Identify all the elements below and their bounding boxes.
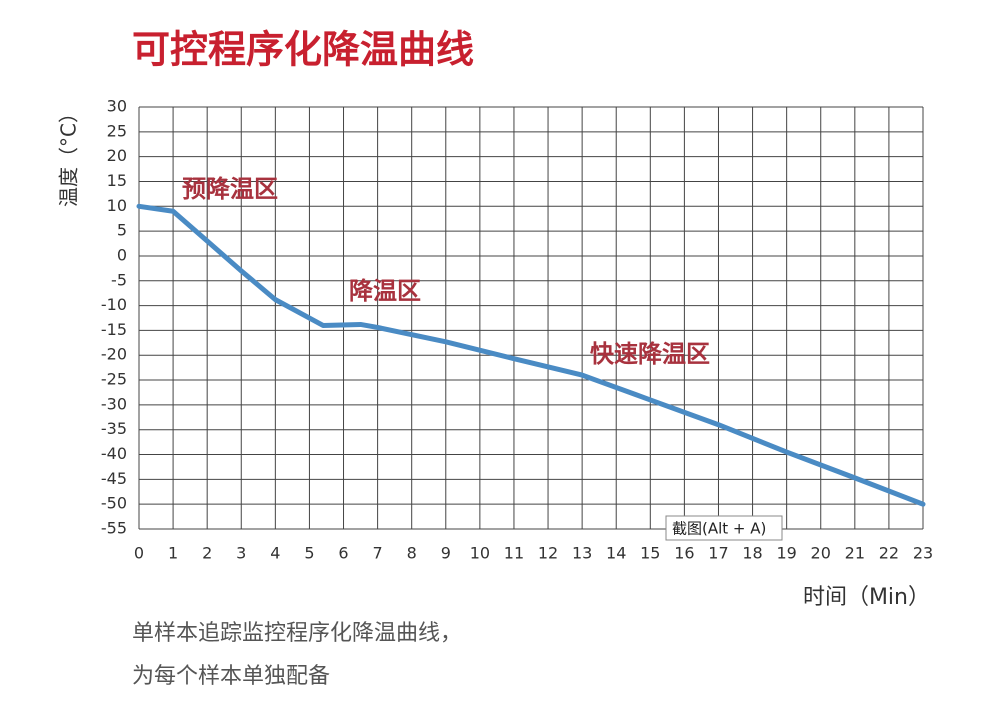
chart-title: 可控程序化降温曲线 — [132, 28, 474, 72]
x-tick-label: 11 — [504, 544, 524, 563]
x-tick-label: 21 — [845, 544, 865, 563]
annotation: 降温区 — [349, 277, 421, 305]
y-tick-label: -50 — [101, 494, 127, 513]
description-line: 为每个样本单独配备 — [132, 664, 330, 689]
x-tick-label: 15 — [640, 544, 660, 563]
y-tick-label: -45 — [101, 469, 127, 488]
tooltip-box — [665, 515, 783, 541]
line — [136, 203, 926, 507]
y-tick-label: 30 — [107, 97, 127, 116]
x-tick-label: 0 — [134, 544, 144, 563]
x-tick-label: 7 — [373, 544, 383, 563]
x-tick-label: 2 — [202, 544, 212, 563]
y-tick-label: -35 — [101, 419, 127, 438]
x-tick-label: 23 — [913, 544, 933, 563]
x-tick-label: 13 — [572, 544, 592, 563]
y-tick-label: 15 — [107, 171, 127, 190]
x-tick-label: 12 — [538, 544, 558, 563]
tooltip: 截图(Alt + A) — [672, 520, 766, 538]
y-tick-label: 0 — [117, 245, 127, 264]
description-line: 单样本追踪监控程序化降温曲线， — [132, 621, 462, 646]
y-tick-label: -30 — [101, 394, 127, 413]
x-tick-label: 19 — [776, 544, 796, 563]
x-tick-label: 17 — [708, 544, 728, 563]
x-tick-label: 8 — [407, 544, 417, 563]
x-tick-label: 9 — [441, 544, 451, 563]
x-tick-label: 1 — [168, 544, 178, 563]
y-tick-label: 5 — [117, 221, 127, 240]
y-tick-label: -10 — [101, 295, 127, 314]
x-tick-label: 14 — [606, 544, 626, 563]
annotation: 预降温区 — [182, 175, 278, 203]
y-tick-label: -15 — [101, 320, 127, 339]
y-tick-label: 25 — [107, 121, 127, 140]
y-tick-label: -5 — [111, 270, 127, 289]
x-axis-label: 时间（Min） — [803, 585, 930, 610]
y-tick-label: -20 — [101, 345, 127, 364]
x-tick-label: 10 — [470, 544, 490, 563]
y-tick-label: 20 — [107, 146, 127, 165]
x-tick-label: 22 — [879, 544, 899, 563]
y-axis-label: 温度（°C） — [57, 103, 81, 207]
y-tick-label: -40 — [101, 444, 127, 463]
y-tick-label: -25 — [101, 370, 127, 389]
x-tick-label: 16 — [674, 544, 694, 563]
y-tick-label: -55 — [101, 519, 127, 538]
annotation: 快速降温区 — [590, 340, 710, 368]
x-tick-label: 18 — [742, 544, 762, 563]
x-tick-label: 5 — [304, 544, 314, 563]
x-tick-label: 3 — [236, 544, 246, 563]
y-tick-label: 10 — [107, 196, 127, 215]
x-tick-label: 20 — [811, 544, 831, 563]
x-tick-label: 4 — [270, 544, 280, 563]
x-tick-label: 6 — [338, 544, 348, 563]
